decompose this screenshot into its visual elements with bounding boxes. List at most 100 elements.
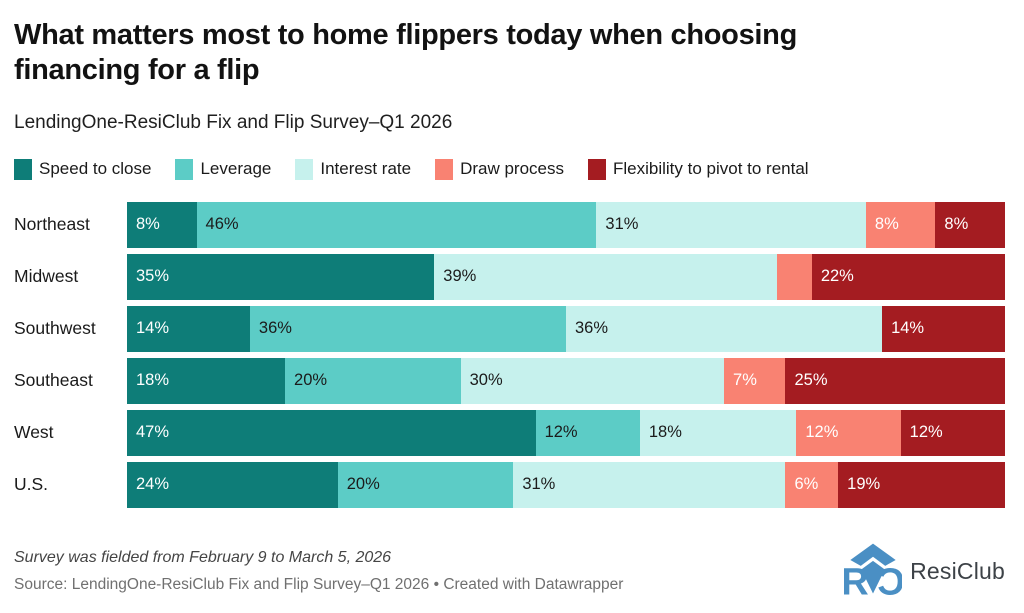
legend-swatch [588, 158, 606, 180]
segment-value-label: 31% [605, 215, 639, 234]
page-title: What matters most to home flippers today… [14, 19, 797, 87]
segment-value-label: 39% [443, 267, 477, 286]
row-label: West [14, 422, 54, 443]
segment-value-label: 24% [136, 475, 170, 494]
stacked-bar: 24% 20% 31% 6% 19% [127, 461, 1005, 508]
segment-value-label: 31% [522, 475, 556, 494]
segment-value-label: 25% [794, 371, 828, 390]
bar-segment[interactable]: 8% [127, 201, 197, 248]
legend-item: Flexibility to pivot to rental [588, 158, 809, 180]
segment-value-label: 12% [805, 423, 839, 442]
legend-item: Leverage [175, 158, 272, 180]
row-label: Northeast [14, 214, 90, 235]
bar-segment[interactable]: 36% [249, 305, 566, 352]
legend-label: Interest rate [320, 159, 412, 179]
segment-value-label: 18% [136, 371, 170, 390]
chart-row: West 47% 12% 18% 12% 12% [14, 409, 1005, 456]
stacked-bar: 47% 12% 18% 12% 12% [127, 409, 1005, 456]
segment-value-label: 7% [733, 371, 757, 390]
svg-text:C: C [877, 561, 902, 596]
bar-segment[interactable]: 7% [724, 357, 786, 404]
legend-swatch [295, 158, 314, 180]
segment-value-label: 14% [136, 319, 170, 338]
bar-segment[interactable]: 47% [127, 409, 536, 456]
row-label: Southeast [14, 370, 93, 391]
bar-segment[interactable]: 12% [535, 409, 640, 456]
bar-segment[interactable]: 20% [337, 461, 514, 508]
segment-value-label: 20% [294, 371, 328, 390]
bar-segment[interactable]: 18% [639, 409, 797, 456]
bar-segment[interactable]: 46% [196, 201, 597, 248]
resiclub-logo: R C ResiClub [841, 542, 1005, 603]
source-line: Source: LendingOne-ResiClub Fix and Flip… [14, 576, 624, 593]
bar-segment[interactable]: 19% [838, 461, 1005, 508]
legend-item: Interest rate [295, 158, 412, 180]
segment-value-label: 8% [874, 215, 899, 234]
legend-swatch [14, 158, 32, 180]
bar-segment[interactable]: 14% [882, 305, 1005, 352]
bar-segment[interactable]: 8% [865, 201, 936, 248]
bar-segment[interactable]: 35% [127, 253, 435, 300]
segment-value-label: 14% [891, 319, 925, 338]
legend-swatch [435, 158, 454, 180]
segment-value-label: 19% [847, 475, 881, 494]
segment-value-label: 35% [136, 267, 170, 286]
segment-value-label: 18% [648, 423, 682, 442]
stacked-bar: 35% 39% 22% [127, 253, 1005, 300]
legend-item: Speed to close [14, 158, 152, 180]
segment-value-label: 22% [820, 267, 854, 286]
chart-subtitle: LendingOne-ResiClub Fix and Flip Survey–… [14, 111, 453, 133]
row-label: Midwest [14, 266, 79, 287]
chart-row: Southwest 14% 36% 36% 14% [14, 305, 1005, 352]
legend: Speed to close Leverage Interest rate Draw … [14, 158, 1005, 180]
chart: Northeast 8% 46% 31% 8% 8% Midwest 35% 39% 22% Sou… [14, 201, 1005, 508]
legend-label: Speed to close [39, 159, 152, 179]
segment-value-label: 30% [469, 371, 503, 390]
bar-segment[interactable]: 8% [935, 201, 1005, 248]
segment-value-label: 36% [574, 319, 609, 338]
stacked-bar: 8% 46% 31% 8% 8% [127, 201, 1005, 248]
segment-value-label: 47% [136, 423, 170, 442]
resiclub-logo-icon: R C [841, 542, 905, 603]
legend-label: Leverage [200, 159, 272, 179]
segment-value-label: 12% [909, 423, 943, 442]
segment-value-label: 36% [258, 319, 292, 338]
segment-value-label: 6% [794, 475, 819, 494]
resiclub-logo-text: ResiClub [910, 558, 1005, 584]
survey-note: Survey was fielded from February 9 to Ma… [14, 549, 392, 566]
bar-segment[interactable]: 39% [434, 253, 777, 300]
row-label: Southwest [14, 318, 96, 339]
footer: Survey was fielded from February 9 to Ma… [14, 542, 1005, 603]
legend-label: Flexibility to pivot to rental [613, 159, 809, 179]
legend-swatch [175, 158, 194, 180]
bar-segment[interactable]: 12% [796, 409, 901, 456]
chart-row: Southeast 18% 20% 30% 7% 25% [14, 357, 1005, 404]
segment-value-label: 46% [205, 215, 239, 234]
bar-segment[interactable]: 36% [565, 305, 883, 352]
stacked-bar: 14% 36% 36% 14% [127, 305, 1005, 352]
segment-value-label: 8% [136, 215, 160, 234]
bar-segment[interactable] [776, 253, 812, 300]
bar-segment[interactable]: 31% [596, 201, 866, 248]
stacked-bar: 18% 20% 30% 7% 25% [127, 357, 1005, 404]
bar-segment[interactable]: 6% [785, 461, 839, 508]
segment-value-label: 12% [544, 423, 578, 442]
segment-value-label: 8% [944, 215, 969, 234]
bar-segment[interactable]: 31% [513, 461, 786, 508]
chart-row: Northeast 8% 46% 31% 8% 8% [14, 201, 1005, 248]
legend-label: Draw process [460, 159, 564, 179]
legend-item: Draw process [435, 158, 564, 180]
bar-segment[interactable]: 18% [127, 357, 286, 404]
bar-segment[interactable]: 25% [785, 357, 1005, 404]
bar-segment[interactable]: 12% [900, 409, 1005, 456]
bar-segment[interactable]: 20% [285, 357, 461, 404]
chart-row: U.S. 24% 20% 31% 6% 19% [14, 461, 1005, 508]
bar-segment[interactable]: 30% [460, 357, 725, 404]
bar-segment[interactable]: 14% [127, 305, 250, 352]
chart-row: Midwest 35% 39% 22% [14, 253, 1005, 300]
row-label: U.S. [14, 474, 49, 495]
bar-segment[interactable]: 24% [127, 461, 338, 508]
bar-segment[interactable]: 22% [811, 253, 1005, 300]
svg-text:R: R [844, 561, 869, 596]
